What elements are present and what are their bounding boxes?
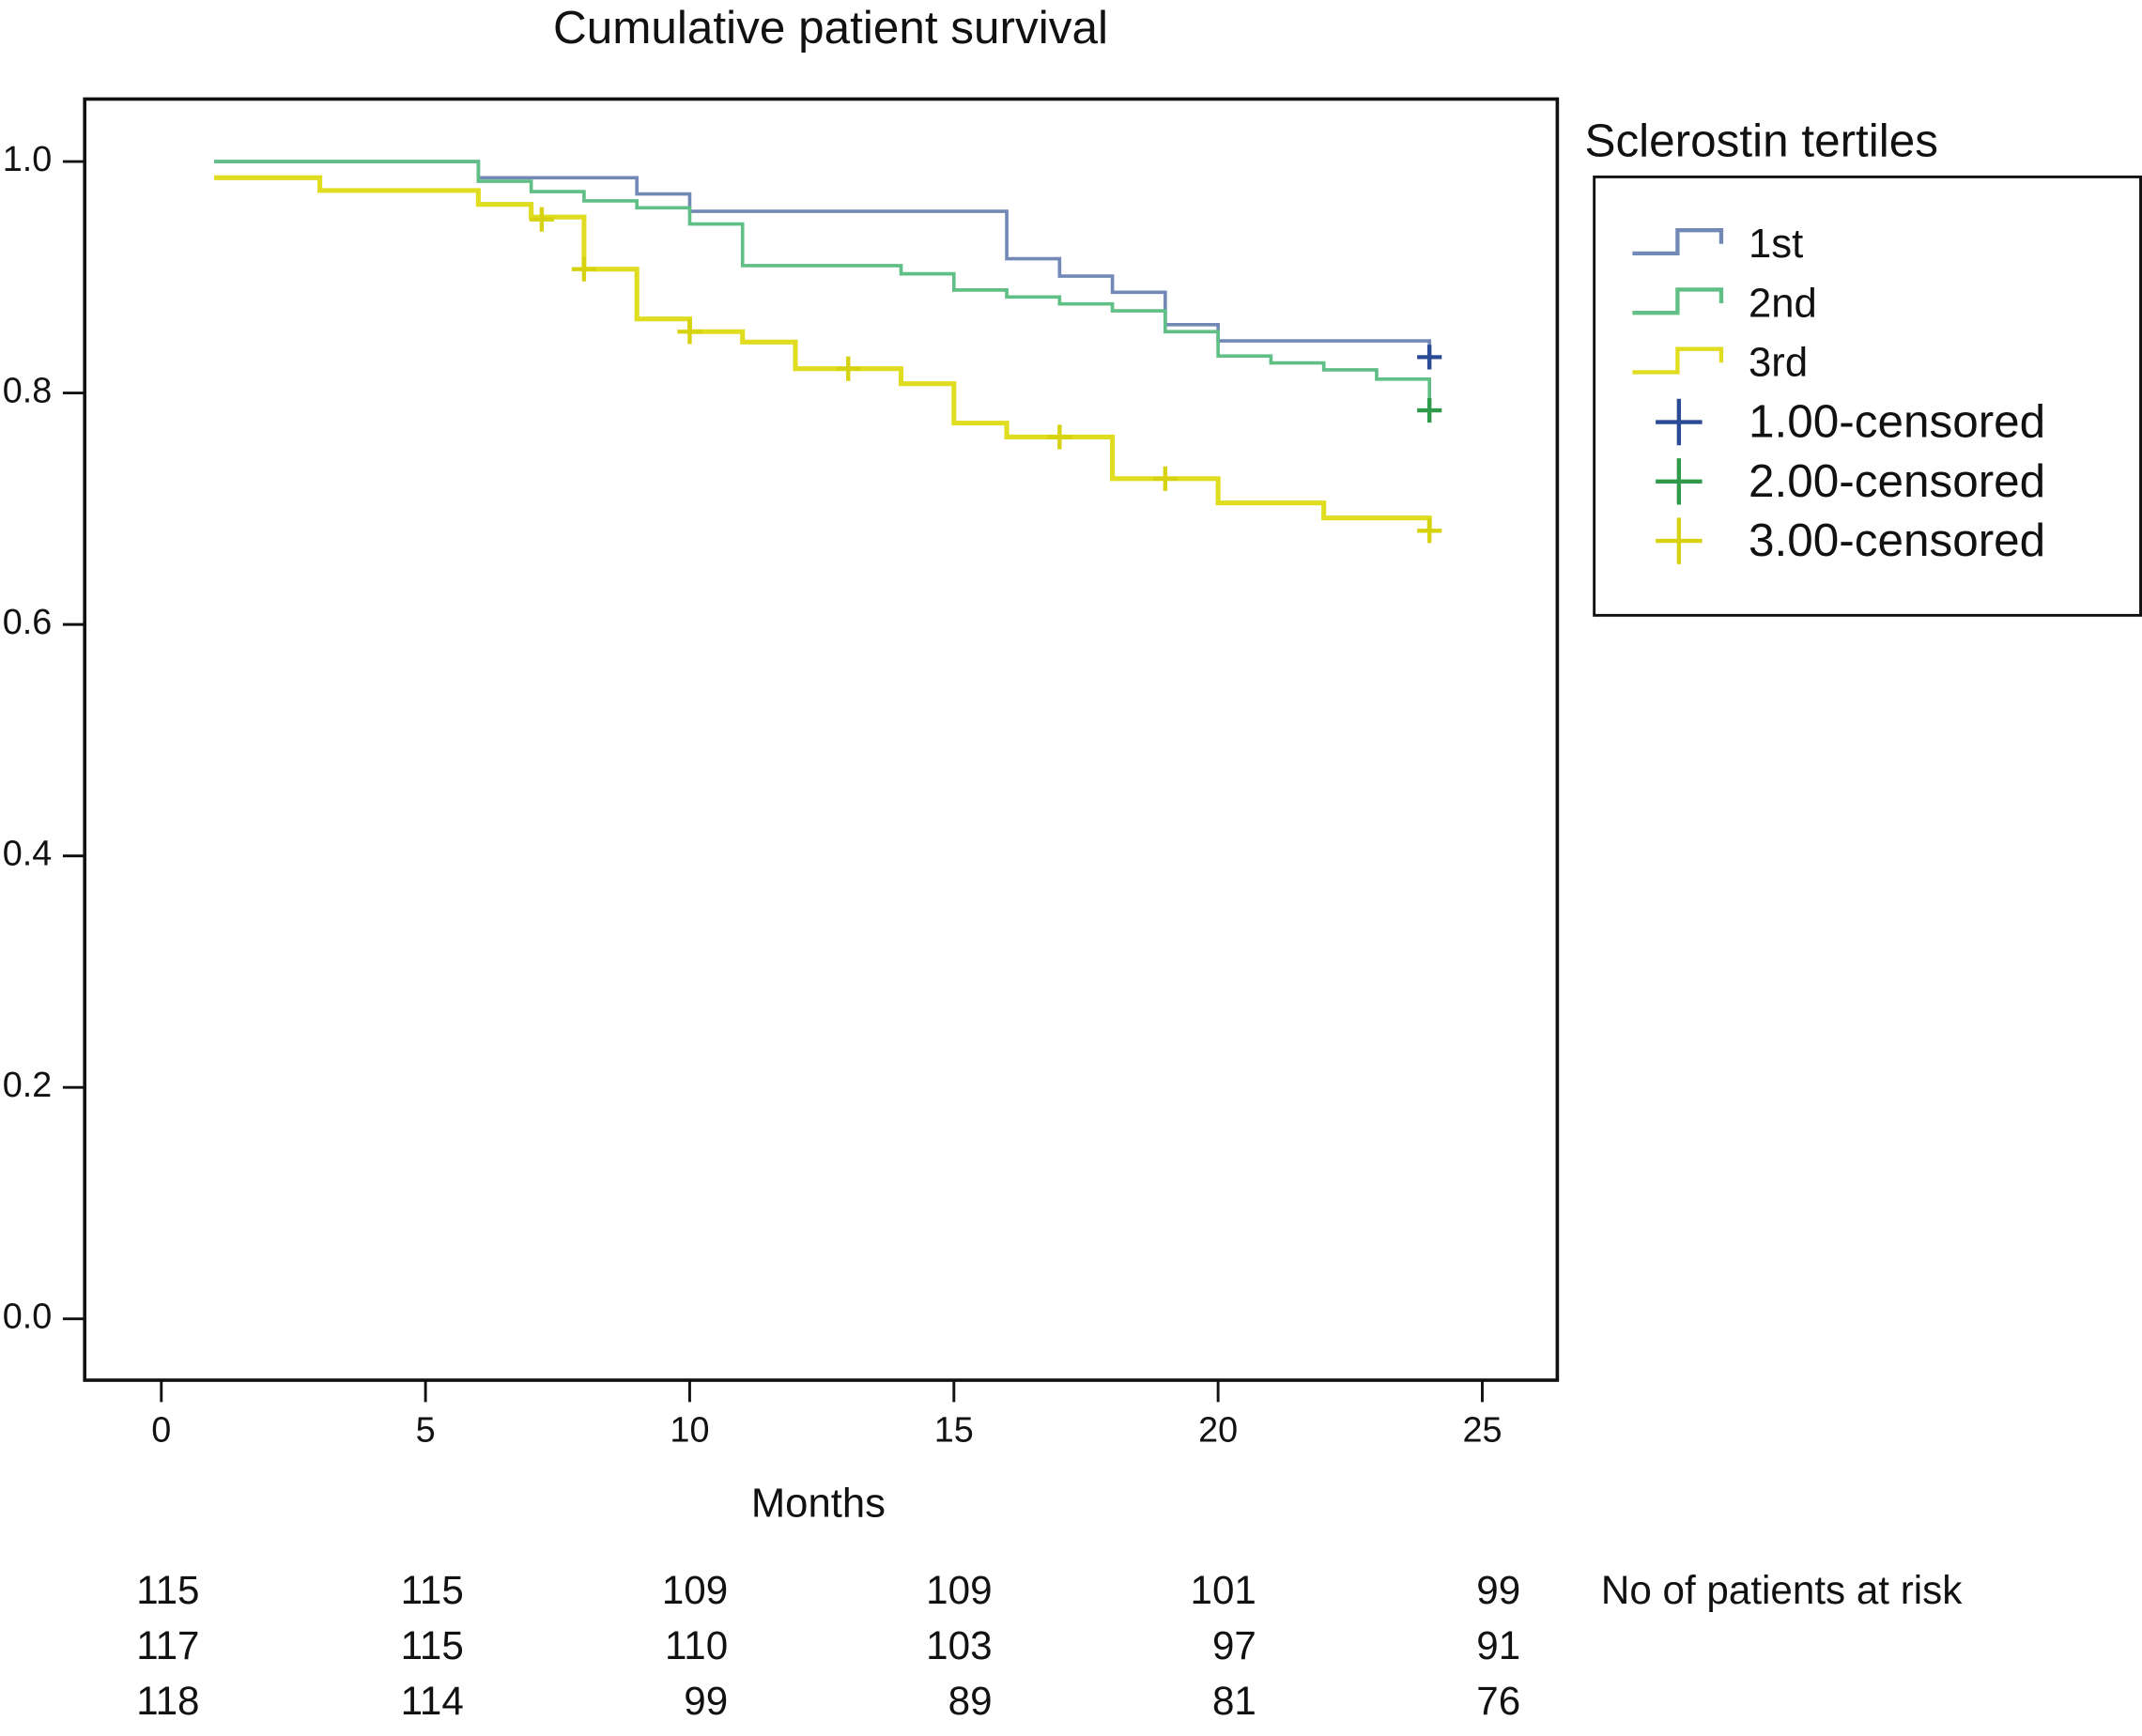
legend-label: 1.00-censored (1749, 396, 2045, 448)
legend-symbol (1632, 287, 1724, 315)
risk-count: 114 (401, 1679, 464, 1723)
risk-count: 117 (136, 1623, 199, 1667)
survival-line (214, 160, 1432, 358)
censor-mark (529, 207, 555, 232)
risk-count: 99 (1476, 1568, 1520, 1612)
censor-mark (836, 356, 861, 381)
censor-mark (677, 319, 702, 345)
risk-count: 99 (684, 1679, 728, 1723)
risk-count: 109 (926, 1568, 992, 1612)
legend-label: 1st (1749, 221, 1803, 267)
legend-symbol (1632, 227, 1724, 256)
risk-count: 101 (1190, 1568, 1256, 1612)
y-tick-label: 0.0 (3, 1298, 53, 1337)
x-axis-label: Months (751, 1480, 886, 1526)
censor-mark (1417, 345, 1442, 370)
legend-title: Sclerostin tertiles (1584, 115, 1938, 167)
risk-count: 115 (136, 1568, 199, 1612)
plot-frame (83, 97, 1560, 1382)
censor-mark (1152, 466, 1178, 491)
x-tick-label: 0 (151, 1410, 171, 1450)
x-tick-label: 20 (1198, 1410, 1238, 1450)
legend-box (1593, 175, 2142, 617)
y-tick-label: 0.8 (3, 372, 53, 411)
legend-label: 2nd (1749, 280, 1817, 326)
risk-count: 91 (1476, 1623, 1520, 1667)
y-tick-label: 1.0 (3, 140, 53, 179)
x-tick-label: 10 (670, 1410, 709, 1450)
risk-count: 109 (662, 1568, 728, 1612)
risk-count: 118 (136, 1679, 199, 1723)
legend-label: 2.00-censored (1749, 455, 2045, 507)
survival-line (214, 160, 1432, 411)
risk-count: 97 (1212, 1623, 1256, 1667)
risk-count: 110 (665, 1623, 728, 1667)
y-tick-label: 0.2 (3, 1066, 53, 1105)
x-tick-label: 5 (416, 1410, 436, 1450)
risk-count: 76 (1476, 1679, 1520, 1723)
legend-label: 3rd (1749, 340, 1808, 386)
x-tick-label: 15 (934, 1410, 974, 1450)
censor-mark (1417, 397, 1442, 423)
survival-line (214, 175, 1432, 531)
chart-title: Cumulative patient survival (553, 2, 1108, 54)
risk-count: 115 (401, 1568, 464, 1612)
legend-symbol (1632, 346, 1724, 375)
censor-mark (1417, 518, 1442, 544)
legend-symbol (1656, 517, 1703, 564)
x-tick-label: 25 (1462, 1410, 1502, 1450)
censor-mark (1047, 424, 1072, 450)
legend-symbol (1656, 398, 1703, 446)
risk-count: 81 (1212, 1679, 1256, 1723)
risk-count: 115 (401, 1623, 464, 1667)
legend-label: 3.00-censored (1749, 515, 2045, 566)
y-tick-label: 0.6 (3, 603, 53, 642)
y-tick-label: 0.4 (3, 835, 53, 874)
risk-table-title: No of patients at risk (1601, 1568, 1963, 1612)
risk-count: 103 (926, 1623, 992, 1667)
risk-count: 89 (948, 1679, 993, 1723)
legend-symbol (1656, 458, 1703, 505)
censor-mark (571, 256, 597, 282)
